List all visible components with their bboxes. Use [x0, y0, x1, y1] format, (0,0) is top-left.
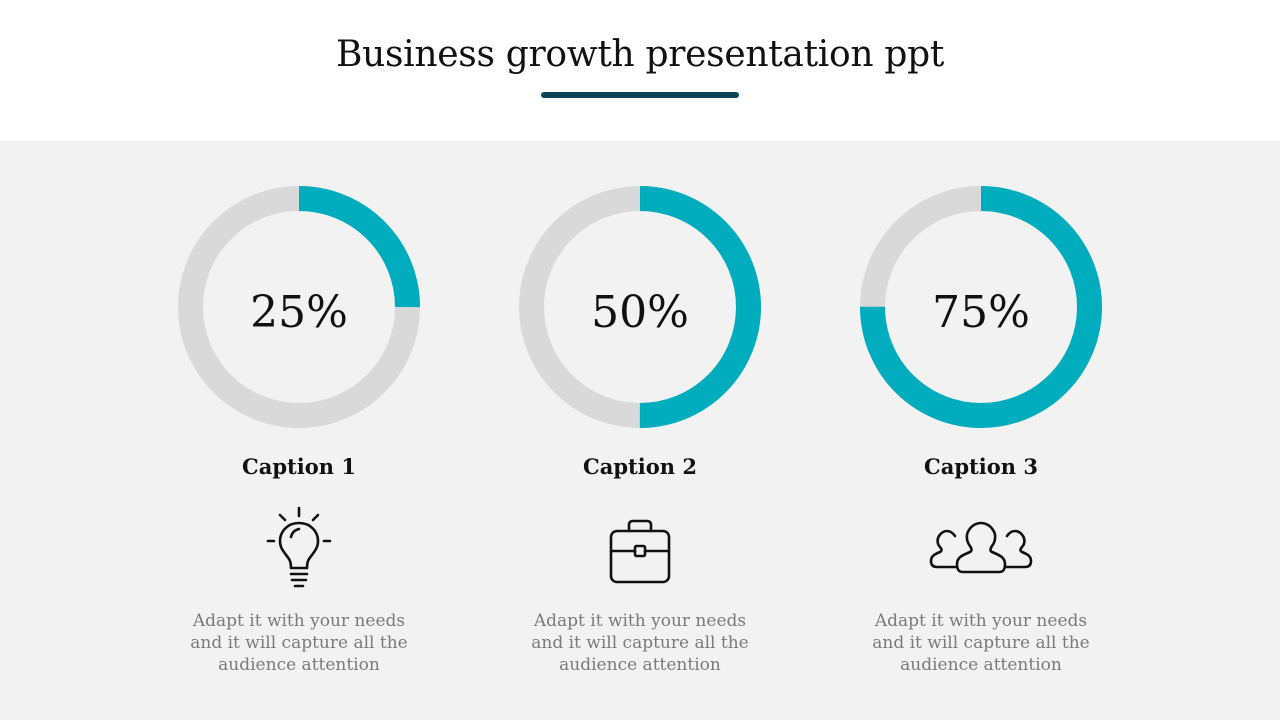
description-3: Adapt it with your needs and it will cap…: [872, 611, 1090, 675]
donut-value-2: 50%: [591, 287, 689, 338]
donut-progress-1: [178, 186, 420, 428]
description-2: Adapt it with your needs and it will cap…: [531, 611, 749, 675]
donut-ring-2: [519, 186, 761, 428]
donut-chart-1: 25%: [178, 186, 420, 428]
caption-1: Caption 1: [242, 454, 356, 479]
description-1: Adapt it with your needs and it will cap…: [190, 611, 408, 675]
donut-chart-2: 50%: [519, 186, 761, 428]
stat-column-1: 25% Caption 1 Adapt it with your needs a…: [169, 186, 429, 686]
lightbulb-icon: [259, 504, 339, 594]
donut-ring-1: [178, 186, 420, 428]
donut-progress-3: [860, 186, 1102, 428]
group-icon: [911, 504, 1051, 594]
caption-3: Caption 3: [924, 454, 1038, 479]
title-underline: [541, 92, 739, 98]
donut-value-3: 75%: [932, 287, 1030, 338]
slide-title: Business growth presentation ppt: [335, 34, 945, 75]
donut-chart-3: 75%: [860, 186, 1102, 428]
stat-column-2: 50% Caption 2 Adapt it with your needs a…: [510, 186, 770, 686]
briefcase-icon: [600, 504, 680, 594]
caption-2: Caption 2: [583, 454, 697, 479]
donut-ring-3: [860, 186, 1102, 428]
donut-progress-2: [519, 186, 761, 428]
stat-column-3: 75% Caption 3 Adapt it with your needs a…: [851, 186, 1111, 686]
donut-value-1: 25%: [250, 287, 348, 338]
